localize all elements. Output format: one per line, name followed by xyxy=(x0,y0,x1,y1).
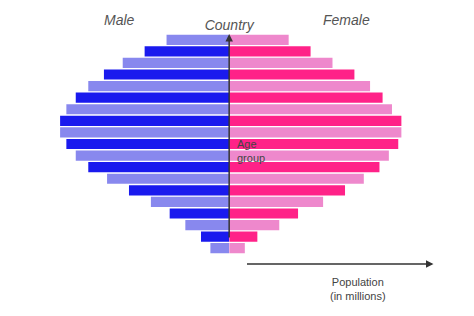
svg-text:Country: Country xyxy=(205,17,255,33)
svg-text:Male: Male xyxy=(104,12,135,28)
svg-text:Female: Female xyxy=(323,12,370,28)
svg-text:Agegroup: Agegroup xyxy=(237,138,265,164)
svg-text:Population(in millions): Population(in millions) xyxy=(330,276,386,302)
